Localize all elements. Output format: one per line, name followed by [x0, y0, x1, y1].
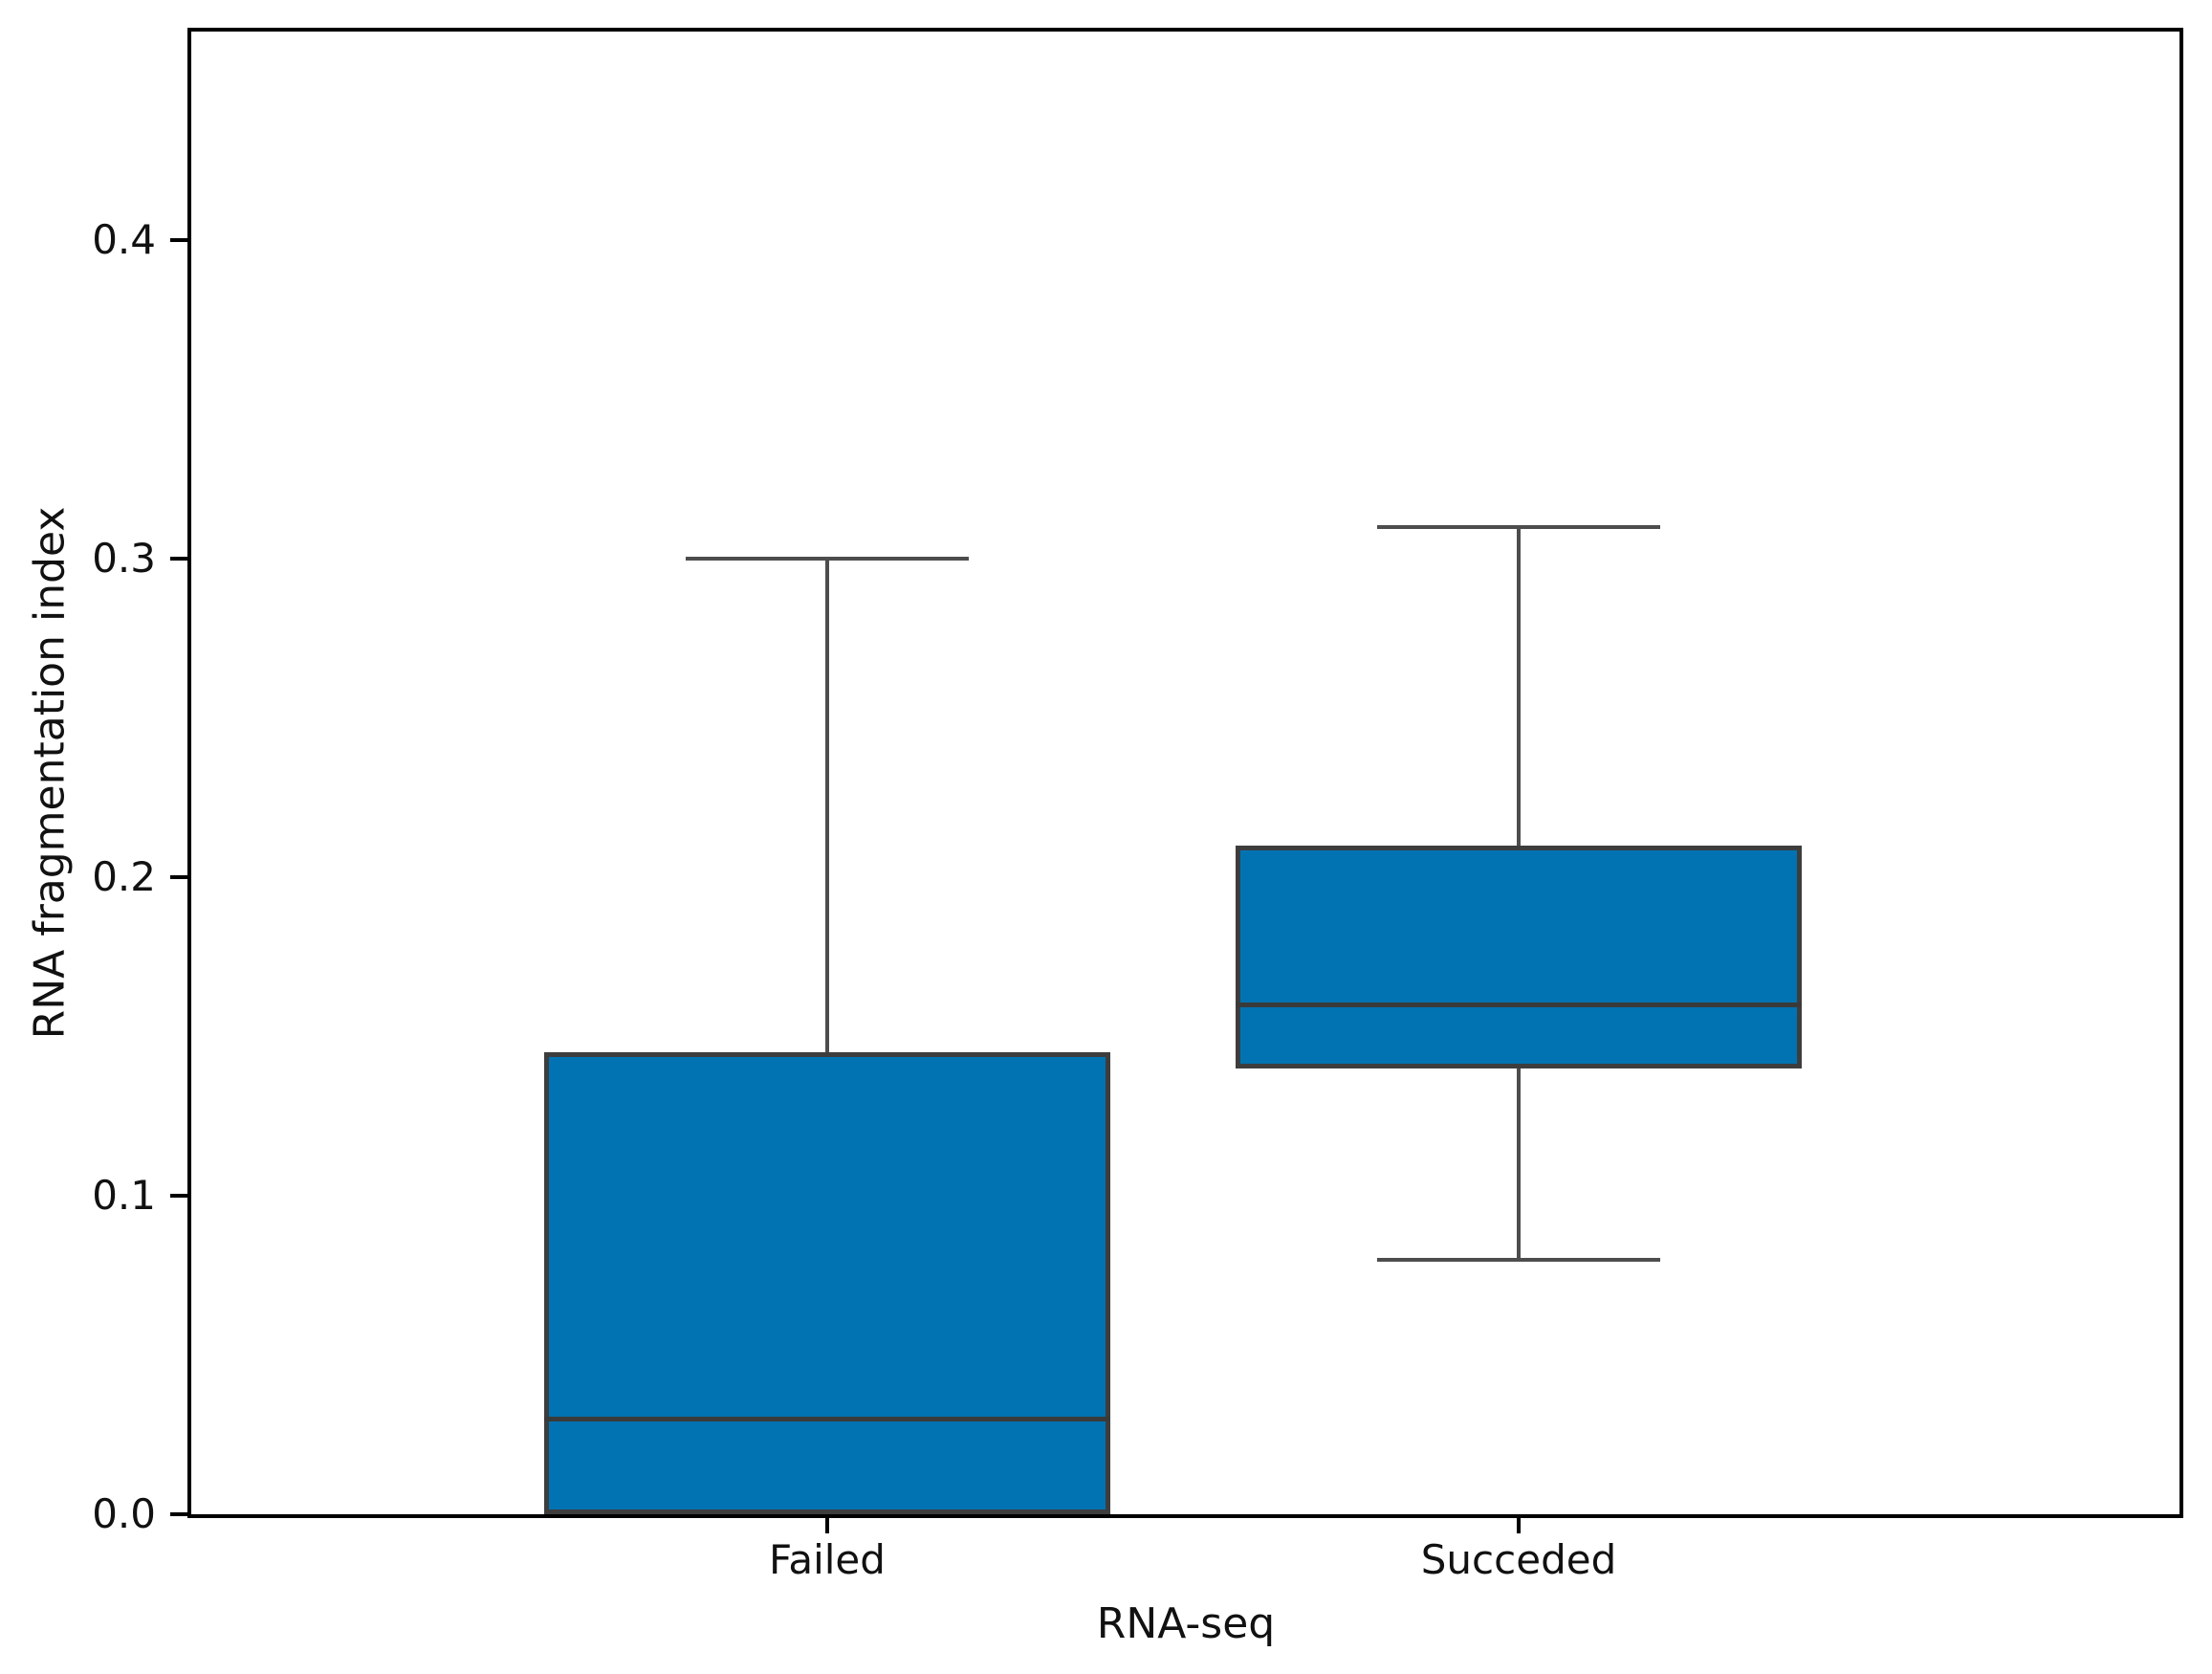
upper-whisker-cap-failed [686, 557, 969, 561]
x-axis-label: RNA-seq [1096, 1599, 1276, 1648]
y-tick-mark-0-0 [170, 1512, 191, 1516]
lower-whisker-succeded [1517, 1068, 1521, 1260]
y-tick-label-0-1: 0.1 [92, 1172, 156, 1219]
box-succeded [1236, 845, 1802, 1068]
y-tick-label-0-3: 0.3 [92, 535, 156, 582]
upper-whisker-cap-succeded [1377, 524, 1660, 529]
y-tick-mark-0-2 [170, 875, 191, 879]
y-axis-label: RNA fragmentation index [25, 506, 75, 1040]
y-tick-label-0-4: 0.4 [92, 216, 156, 263]
y-tick-mark-0-4 [170, 238, 191, 242]
plot-area [187, 28, 2183, 1518]
y-tick-label-0-2: 0.2 [92, 853, 156, 900]
upper-whisker-succeded [1517, 526, 1521, 846]
x-tick-label-failed: Failed [769, 1536, 886, 1583]
y-tick-mark-0-3 [170, 557, 191, 561]
y-tick-mark-0-1 [170, 1194, 191, 1198]
median-line-succeded [1236, 1002, 1802, 1007]
y-tick-label-0-0: 0.0 [92, 1490, 156, 1537]
box-failed [544, 1052, 1110, 1514]
x-tick-mark-succeded [1517, 1516, 1521, 1533]
x-tick-mark-failed [825, 1516, 829, 1533]
lower-whisker-cap-succeded [1377, 1257, 1660, 1262]
x-tick-label-succeded: Succeded [1420, 1536, 1617, 1583]
upper-whisker-failed [825, 559, 829, 1053]
median-line-failed [544, 1416, 1110, 1421]
